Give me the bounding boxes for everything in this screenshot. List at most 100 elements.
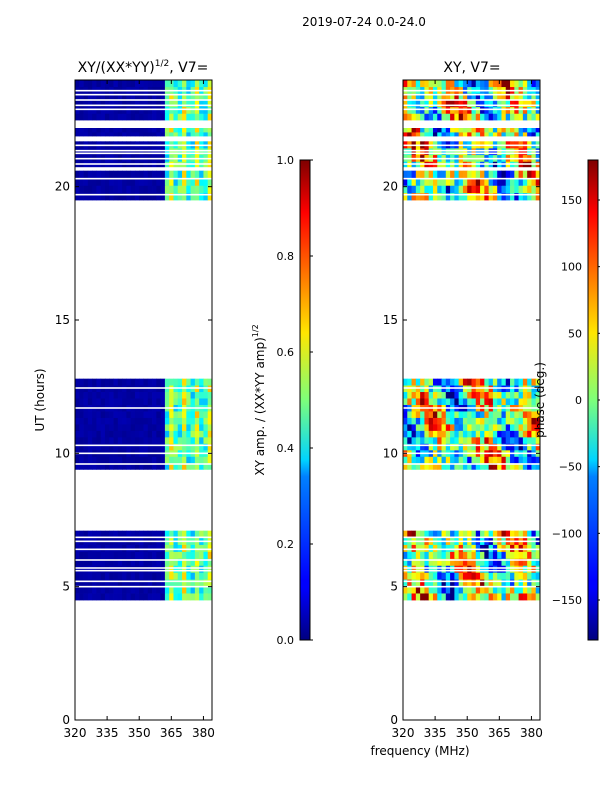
amplitude-cell (130, 178, 136, 186)
amplitude-cell (143, 113, 149, 121)
phase-cell (497, 443, 502, 451)
amplitude-cell (169, 178, 174, 186)
amplitude-cell (177, 572, 183, 580)
amplitude-cell (130, 436, 136, 444)
amplitude-cell (139, 391, 144, 399)
amplitude-cell (87, 424, 93, 431)
phase-cell (484, 551, 490, 559)
phase-cell (501, 148, 507, 156)
phase-cell (450, 148, 455, 156)
phase-cell (420, 436, 425, 444)
phase-cell (488, 93, 494, 101)
phase-cell (454, 579, 460, 587)
amplitude-cell (147, 565, 153, 573)
amplitude-cell (130, 148, 136, 156)
amplitude-cell (190, 530, 196, 538)
amplitude-cell (173, 128, 179, 133)
phase-cell (407, 113, 412, 121)
amplitude-cell (104, 192, 110, 201)
phase-cell (514, 113, 519, 121)
phase-gap-line (403, 163, 540, 165)
phase-cell (424, 185, 430, 194)
amplitude-cell (194, 572, 200, 580)
phase-cell (480, 398, 485, 405)
amplitude-cell (164, 398, 170, 405)
phase-cell (531, 411, 537, 418)
phase-cell (454, 100, 460, 108)
phase-cell (488, 100, 494, 108)
amplitude-cell (207, 579, 213, 587)
phase-cell (492, 132, 498, 137)
amplitude-cell (113, 544, 119, 552)
amplitude-cell (177, 430, 183, 438)
amplitude-cell (75, 436, 80, 444)
phase-cell (454, 558, 460, 566)
phase-cell (441, 398, 447, 405)
phase-cell (484, 586, 490, 594)
phase-cell (411, 178, 417, 186)
phase-cell (415, 456, 421, 464)
amplitude-cell (203, 148, 209, 156)
amplitude-cell (177, 436, 183, 444)
phase-cell (467, 128, 472, 133)
amplitude-cell (83, 170, 89, 179)
phase-cell (522, 424, 528, 431)
amplitude-cell (139, 378, 144, 386)
amplitude-cell (152, 170, 157, 179)
phase-cell (428, 106, 434, 114)
phase-cell (475, 398, 481, 405)
phase-cell (428, 586, 434, 594)
phase-cell (450, 391, 455, 399)
amplitude-cell (113, 424, 119, 431)
phase-cell (484, 417, 490, 425)
amplitude-cell (143, 398, 149, 405)
amplitude-cell (75, 544, 80, 552)
amplitude-cell (173, 378, 179, 386)
amplitude-cell (75, 462, 80, 470)
phase-cell (441, 132, 447, 137)
amplitude-cell (160, 378, 166, 386)
amplitude-cell (100, 378, 106, 386)
amplitude-cell (96, 436, 102, 444)
phase-cell (450, 161, 455, 169)
phase-cell (505, 178, 511, 186)
amplitude-cell (126, 593, 132, 601)
phase-cell (531, 378, 537, 386)
phase-cell (454, 93, 460, 101)
phase-cell (450, 551, 455, 559)
amplitude-cell (199, 132, 204, 137)
phase-cell (480, 128, 485, 133)
amplitude-cell (160, 565, 166, 573)
phase-cell (411, 530, 417, 538)
amplitude-cell (194, 148, 200, 156)
amplitude-cell (122, 178, 127, 186)
amplitude-cell (156, 80, 162, 88)
phase-cell (510, 398, 515, 405)
panel-amplitude-title: XY/(XX*YY)1/2, V7= (78, 59, 209, 76)
amplitude-cell (186, 586, 191, 594)
amplitude-cell (147, 80, 153, 88)
amplitude-cell (87, 572, 93, 580)
amplitude-cell (130, 579, 136, 587)
phase-cell (462, 170, 468, 179)
phase-cell (480, 558, 485, 566)
amplitude-cell (122, 128, 127, 133)
amplitude-cell (134, 443, 140, 451)
phase-cell (505, 391, 511, 399)
phase-cell (514, 170, 519, 179)
amplitude-cell (139, 113, 144, 121)
phase-cell (415, 106, 421, 114)
phase-cell (475, 100, 481, 108)
amplitude-cell (92, 572, 97, 580)
amplitude-cell (203, 565, 209, 573)
amplitude-y-tick-label: 0 (62, 713, 70, 727)
phase-cell (458, 378, 464, 386)
amplitude-cell (104, 551, 110, 559)
amplitude-cell (109, 565, 114, 573)
phase-y-tick-label: 0 (390, 713, 398, 727)
amplitude-cell (182, 572, 187, 580)
amplitude-cell (182, 192, 187, 201)
amplitude-cell (79, 544, 84, 552)
phase-cell (497, 462, 502, 470)
phase-cell (488, 558, 494, 566)
